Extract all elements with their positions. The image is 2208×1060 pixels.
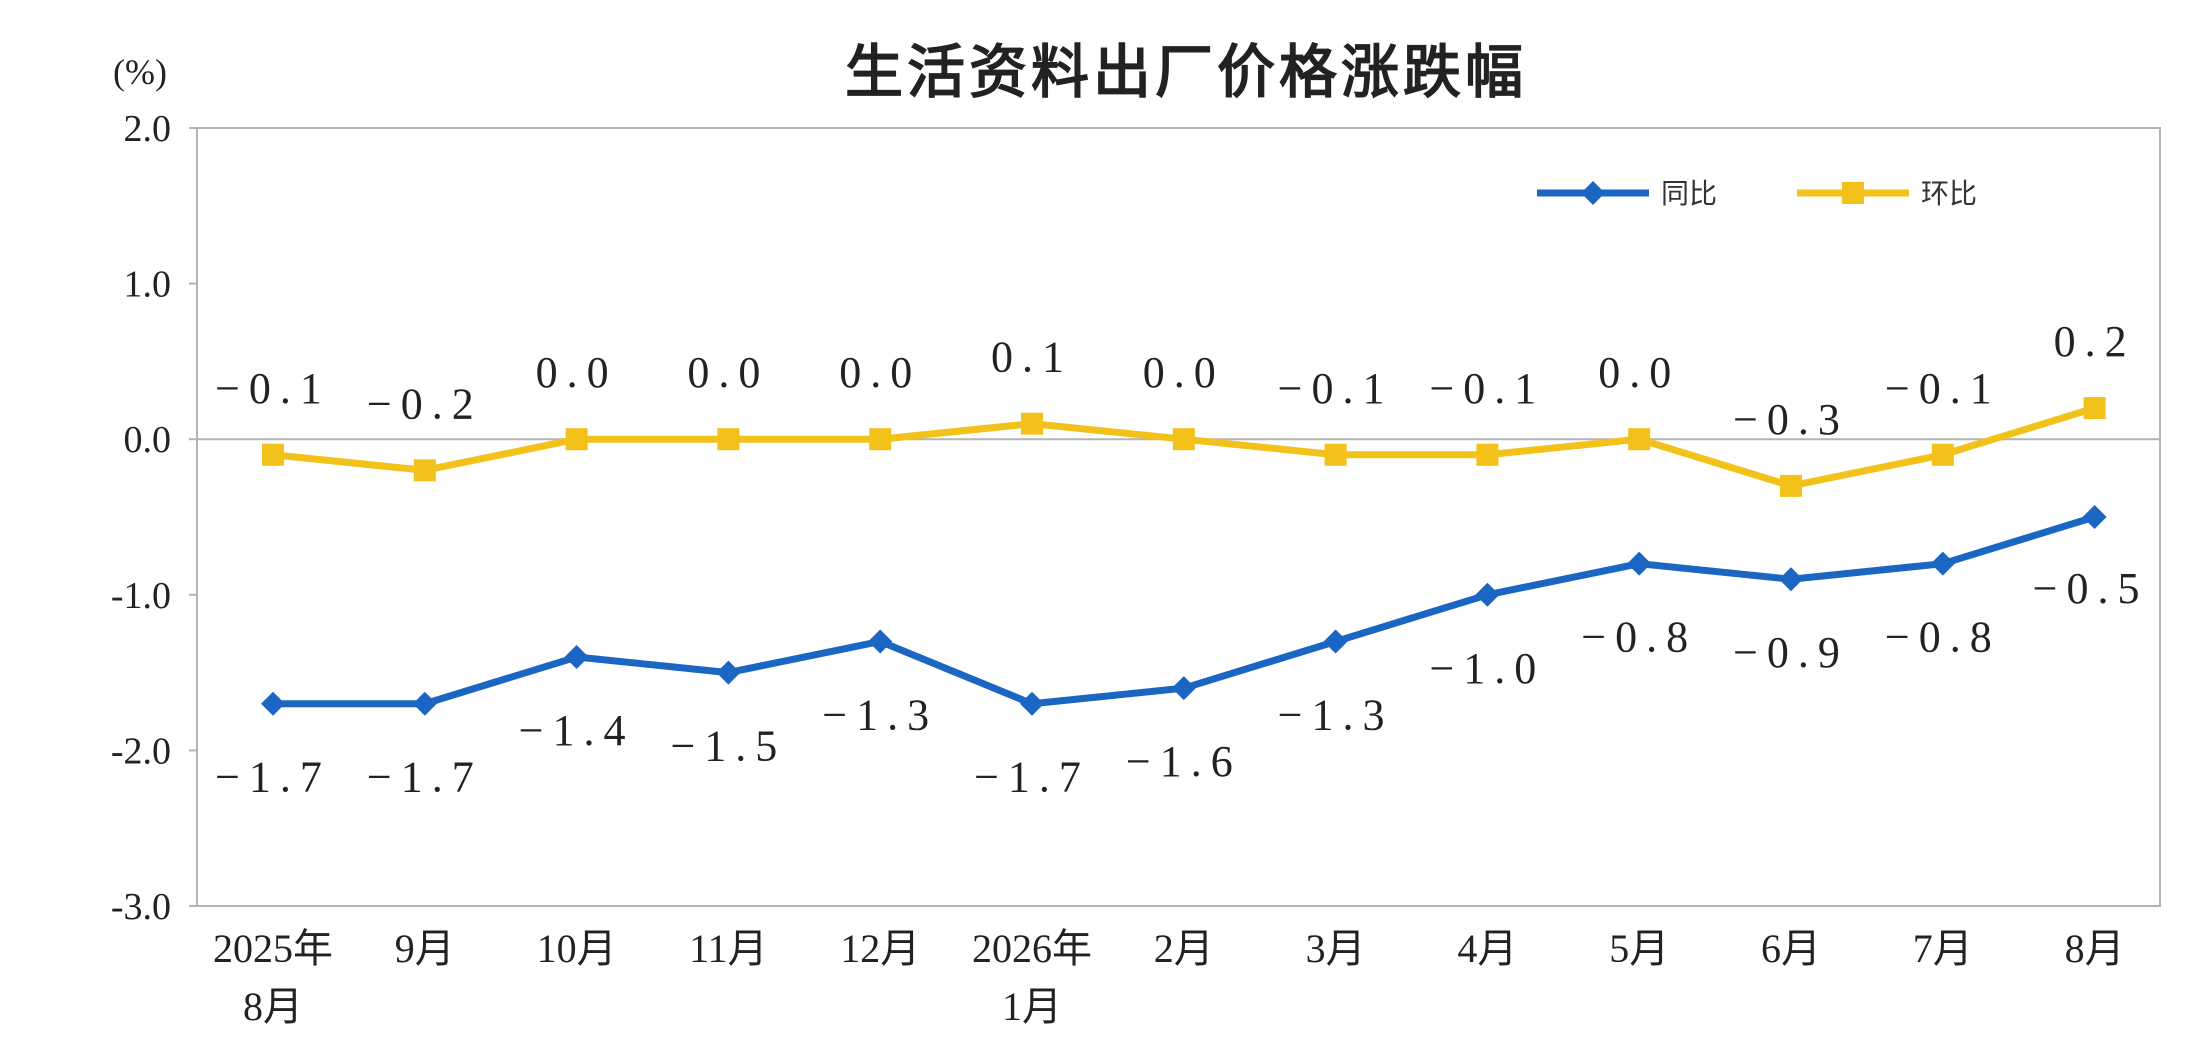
x-tick-label: 2025年 8月 bbox=[213, 926, 333, 1029]
x-tick-label: 12月 bbox=[840, 926, 920, 971]
data-label-mom: 0.0 bbox=[687, 348, 769, 397]
x-tick-label: 10月 bbox=[537, 926, 617, 971]
data-label-mom: 0.0 bbox=[1143, 348, 1225, 397]
series-point-mom bbox=[869, 428, 892, 451]
y-tick-label: -3.0 bbox=[111, 886, 171, 928]
series-point-yoy bbox=[716, 660, 741, 685]
x-tick-label-line: 3月 bbox=[1306, 926, 1366, 971]
series-point-mom bbox=[413, 459, 436, 482]
x-tick-label-line: 4月 bbox=[1457, 926, 1517, 971]
x-tick-label: 2026年 1月 bbox=[972, 926, 1092, 1029]
x-tick-label-line: 11月 bbox=[689, 926, 768, 971]
data-label-mom: 0.0 bbox=[536, 348, 618, 397]
legend-label: 环比 bbox=[1921, 177, 1977, 210]
x-tick-label-line: 2月 bbox=[1154, 926, 1214, 971]
x-tick-label-line: 5月 bbox=[1609, 926, 1669, 971]
x-tick-label: 3月 bbox=[1306, 926, 1366, 971]
data-label-mom: −0.1 bbox=[1278, 364, 1394, 413]
data-label-yoy: −0.5 bbox=[2033, 564, 2149, 613]
series-point-yoy bbox=[1475, 582, 1500, 607]
data-label-mom: −0.1 bbox=[1885, 364, 2001, 413]
series-point-mom bbox=[717, 428, 740, 451]
x-tick-label: 6月 bbox=[1761, 926, 1821, 971]
series-layer bbox=[261, 397, 2107, 716]
x-tick-label: 8月 bbox=[2065, 926, 2125, 971]
x-tick-label-line: 6月 bbox=[1761, 926, 1821, 971]
series-point-yoy bbox=[1627, 551, 1652, 576]
data-label-yoy: −1.5 bbox=[670, 722, 786, 771]
x-tick-label: 9月 bbox=[395, 926, 455, 971]
data-label-yoy: −0.9 bbox=[1733, 628, 1849, 677]
series-point-mom bbox=[2083, 397, 2106, 420]
x-tick-label: 5月 bbox=[1609, 926, 1669, 971]
data-label-yoy: −1.7 bbox=[215, 753, 331, 802]
y-tick-label: -2.0 bbox=[111, 730, 171, 772]
axis-layer: 2.0 1.0 0.0 -1.0 -2.0 -3.0 2025年 8月 9月 10月 11月 12月 2… bbox=[111, 108, 2160, 1029]
series-point-yoy bbox=[868, 629, 893, 654]
series-point-yoy bbox=[412, 691, 437, 716]
data-label-yoy: −0.8 bbox=[1885, 613, 2001, 662]
data-label-yoy: −1.7 bbox=[367, 753, 483, 802]
legend-marker-square bbox=[1842, 182, 1864, 204]
series-point-mom bbox=[1628, 428, 1651, 451]
x-tick-label-line: 8月 bbox=[243, 984, 303, 1029]
data-label-mom: −0.2 bbox=[367, 379, 483, 428]
chart-title: 生活资料出厂价格涨跌幅 bbox=[845, 38, 1527, 106]
data-label-mom: −0.3 bbox=[1733, 395, 1849, 444]
legend-marker-diamond bbox=[1581, 181, 1605, 205]
data-label-yoy: −1.3 bbox=[822, 690, 938, 739]
series-point-mom bbox=[1324, 443, 1347, 466]
data-label-layer: −1.7 −1.7 −1.4 −1.5 −1.3 −1.7 −1.6 −1.3 −1.0 −0.8… bbox=[215, 317, 2149, 802]
x-tick-label: 11月 bbox=[689, 926, 768, 971]
data-label-mom: 0.0 bbox=[1598, 348, 1680, 397]
data-label-yoy: −1.4 bbox=[519, 706, 635, 755]
y-tick-label: 2.0 bbox=[124, 108, 172, 150]
x-tick-label: 7月 bbox=[1913, 926, 1973, 971]
series-point-yoy bbox=[261, 691, 285, 716]
y-tick-label: -1.0 bbox=[111, 575, 171, 617]
x-tick-label: 2月 bbox=[1154, 926, 1214, 971]
data-label-mom: 0.0 bbox=[839, 348, 921, 397]
data-label-yoy: −1.7 bbox=[974, 753, 1090, 802]
series-point-yoy bbox=[1779, 567, 1803, 592]
x-tick-label: 4月 bbox=[1457, 926, 1517, 971]
data-label-mom: −0.1 bbox=[1429, 364, 1545, 413]
series-point-yoy bbox=[1323, 629, 1348, 654]
series-point-mom bbox=[1172, 428, 1195, 451]
x-tick-label-line: 8月 bbox=[2065, 926, 2125, 971]
data-label-yoy: −1.3 bbox=[1278, 690, 1394, 739]
data-label-yoy: −0.8 bbox=[1581, 613, 1697, 662]
data-label-yoy: −1.0 bbox=[1429, 644, 1545, 693]
data-label-mom: 0.1 bbox=[991, 333, 1073, 382]
legend: 同比 环比 bbox=[1537, 177, 1977, 210]
y-tick-label: 0.0 bbox=[124, 419, 172, 461]
series-point-mom bbox=[565, 428, 588, 451]
data-label-mom: −0.1 bbox=[215, 364, 331, 413]
x-tick-label-line: 12月 bbox=[840, 926, 920, 971]
legend-label: 同比 bbox=[1661, 177, 1717, 210]
plot-area-frame bbox=[196, 127, 2161, 907]
x-tick-label-line: 2026年 bbox=[972, 926, 1092, 971]
x-tick-label-line: 2025年 bbox=[213, 926, 333, 971]
x-tick-label-line: 1月 bbox=[1002, 984, 1062, 1029]
data-label-yoy: −1.6 bbox=[1126, 737, 1242, 786]
x-tick-label-line: 10月 bbox=[537, 926, 617, 971]
x-tick-label-line: 7月 bbox=[1913, 926, 1973, 971]
series-point-yoy bbox=[564, 645, 589, 670]
y-tick-label: 1.0 bbox=[124, 264, 172, 306]
series-point-yoy bbox=[1930, 551, 1955, 576]
series-point-yoy bbox=[1020, 691, 1044, 716]
y-unit-label: (%) bbox=[113, 52, 167, 92]
series-point-mom bbox=[1021, 412, 1043, 435]
series-point-mom bbox=[262, 443, 284, 466]
series-point-mom bbox=[1931, 443, 1954, 466]
x-tick-label-line: 9月 bbox=[395, 926, 455, 971]
series-point-yoy bbox=[2082, 505, 2107, 529]
series-point-yoy bbox=[1171, 676, 1196, 701]
data-label-mom: 0.2 bbox=[2054, 317, 2136, 366]
series-point-mom bbox=[1780, 474, 1802, 497]
series-point-mom bbox=[1476, 443, 1499, 466]
